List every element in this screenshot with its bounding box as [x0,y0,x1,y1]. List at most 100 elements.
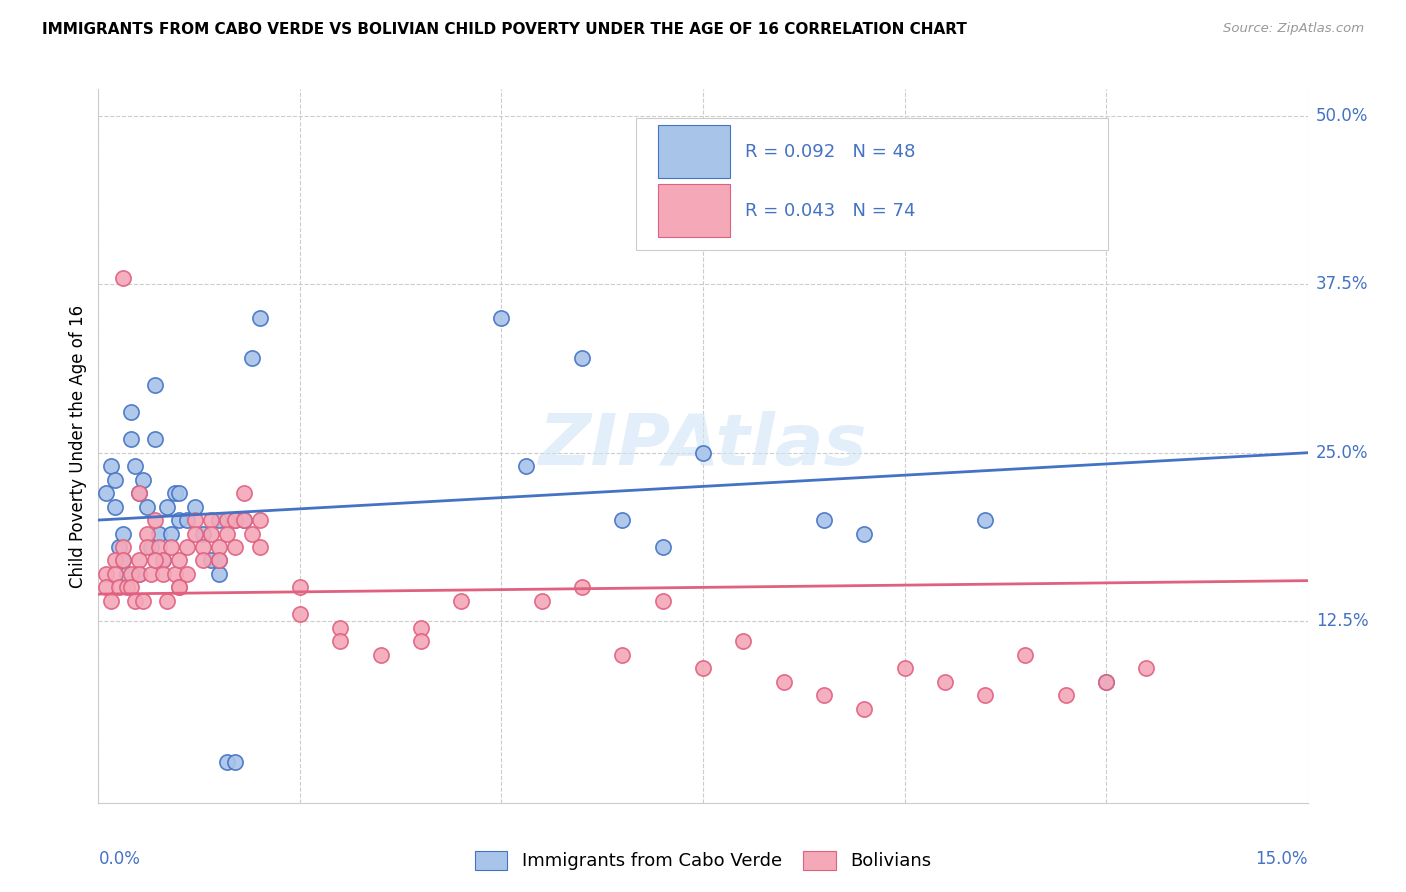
Point [224,756,246,770]
Point [651,540,673,554]
Point [163,566,186,581]
Point [208,553,231,567]
Point [571,351,593,366]
Point [139,566,162,581]
Point [148,540,170,554]
Text: 12.5%: 12.5% [1316,612,1368,630]
Point [208,540,231,554]
Point [128,566,150,581]
Point [143,432,166,446]
Point [288,580,311,594]
Point [232,513,254,527]
Point [184,513,207,527]
Point [103,553,125,567]
Point [163,486,186,500]
Point [1054,688,1077,702]
Point [224,513,246,527]
Point [167,580,190,594]
Point [224,540,246,554]
Point [152,553,174,567]
Point [329,621,352,635]
Point [692,661,714,675]
Point [240,526,263,541]
Point [853,701,876,715]
Text: R = 0.043   N = 74: R = 0.043 N = 74 [745,202,915,219]
Text: 15.0%: 15.0% [1256,850,1308,868]
Text: R = 0.092   N = 48: R = 0.092 N = 48 [745,143,915,161]
Point [772,674,794,689]
Point [111,553,134,567]
Point [135,526,157,541]
Point [143,378,166,392]
Point [143,553,166,567]
Point [128,486,150,500]
Point [115,580,138,594]
Point [111,270,134,285]
Point [217,513,239,527]
Point [103,566,125,581]
Point [111,526,134,541]
FancyBboxPatch shape [637,118,1108,250]
Point [491,311,513,326]
Point [184,526,207,541]
Point [1014,648,1036,662]
Point [200,513,222,527]
Point [249,513,271,527]
Point [974,688,997,702]
Point [288,607,311,622]
Point [853,526,876,541]
Point [409,621,432,635]
Point [651,594,673,608]
Point [128,566,150,581]
Point [100,594,122,608]
Point [184,500,207,514]
Point [96,486,118,500]
Y-axis label: Child Poverty Under the Age of 16: Child Poverty Under the Age of 16 [69,304,87,588]
Point [176,513,198,527]
Point [124,594,146,608]
Text: 25.0%: 25.0% [1316,443,1368,462]
Point [249,540,271,554]
Point [240,351,263,366]
Point [167,513,190,527]
Point [111,540,134,554]
Point [232,486,254,500]
Point [974,513,997,527]
FancyBboxPatch shape [658,184,730,237]
Point [132,473,155,487]
Point [208,513,231,527]
Point [530,594,553,608]
Point [160,526,183,541]
Point [167,486,190,500]
Point [176,566,198,581]
Point [135,500,157,514]
Point [409,634,432,648]
Point [176,540,198,554]
Point [515,459,537,474]
Point [208,553,231,567]
Point [139,540,162,554]
Point [135,540,157,554]
Point [217,756,239,770]
Point [143,513,166,527]
Point [103,500,125,514]
Text: 0.0%: 0.0% [98,850,141,868]
Point [813,688,835,702]
Point [128,553,150,567]
Point [1095,674,1118,689]
Point [96,566,118,581]
Point [200,553,222,567]
Point [124,459,146,474]
Point [160,540,183,554]
Point [232,513,254,527]
Point [450,594,472,608]
Point [571,580,593,594]
Point [249,311,271,326]
Point [612,648,634,662]
Point [167,553,190,567]
Point [1095,674,1118,689]
Point [167,580,190,594]
Point [200,526,222,541]
Point [156,500,179,514]
Point [115,566,138,581]
